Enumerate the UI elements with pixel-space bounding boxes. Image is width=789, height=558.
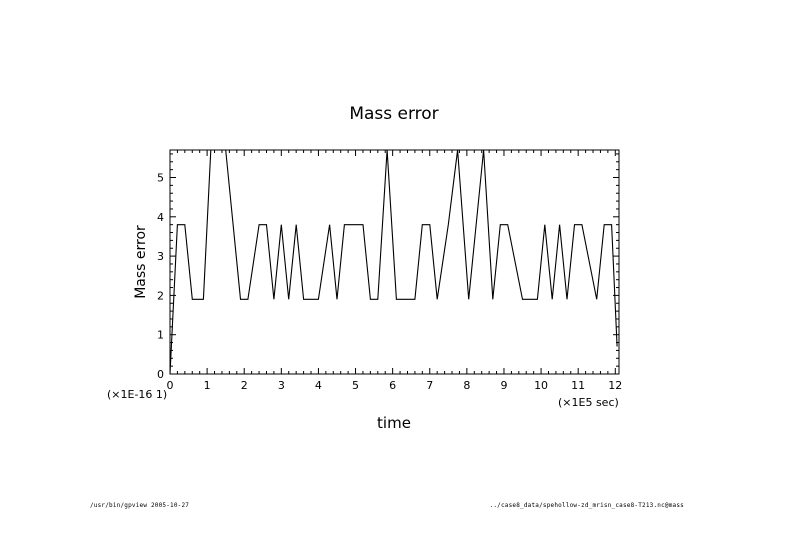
x-axis-ticks: 0 1 2 3 4 5 6 7 8 9 10 11 12 <box>167 150 622 392</box>
x-tick-label: 1 <box>204 379 211 392</box>
footer-right-text: ../case8_data/spehollow-zd_mrisn_case8-T… <box>489 502 684 509</box>
chart-title: Mass error <box>349 104 438 124</box>
x-tick-label: 8 <box>463 379 470 392</box>
y-tick-label: 5 <box>157 172 164 185</box>
x-tick-label: 5 <box>352 379 359 392</box>
x-tick-label: 12 <box>608 379 622 392</box>
plot-frame <box>169 149 620 375</box>
x-tick-label: 3 <box>278 379 285 392</box>
x-tick-label: 10 <box>534 379 548 392</box>
y-tick-label: 2 <box>157 289 164 302</box>
y-unit-label: (×1E-16 1) <box>107 388 167 401</box>
x-tick-label: 2 <box>241 379 248 392</box>
series-line <box>169 149 618 375</box>
x-tick-label: 0 <box>167 379 174 392</box>
x-tick-label: 7 <box>426 379 433 392</box>
x-unit-label: (×1E5 sec) <box>558 396 619 409</box>
y-tick-label: 4 <box>157 211 164 224</box>
plot-border <box>169 149 620 375</box>
footer-left-text: /usr/bin/gpview 2005-10-27 <box>90 502 190 509</box>
y-tick-label: 0 <box>157 368 164 381</box>
y-tick-label: 1 <box>157 329 164 342</box>
y-axis-label: Mass error <box>133 225 149 299</box>
x-tick-label: 4 <box>315 379 322 392</box>
y-axis-ticks: 0 1 2 3 4 5 <box>157 153 619 381</box>
series-layer <box>169 149 618 375</box>
x-tick-label: 11 <box>571 379 585 392</box>
y-tick-label: 3 <box>157 250 164 263</box>
x-axis-label: time <box>377 414 411 432</box>
x-tick-label: 9 <box>500 379 507 392</box>
x-tick-label: 6 <box>389 379 396 392</box>
